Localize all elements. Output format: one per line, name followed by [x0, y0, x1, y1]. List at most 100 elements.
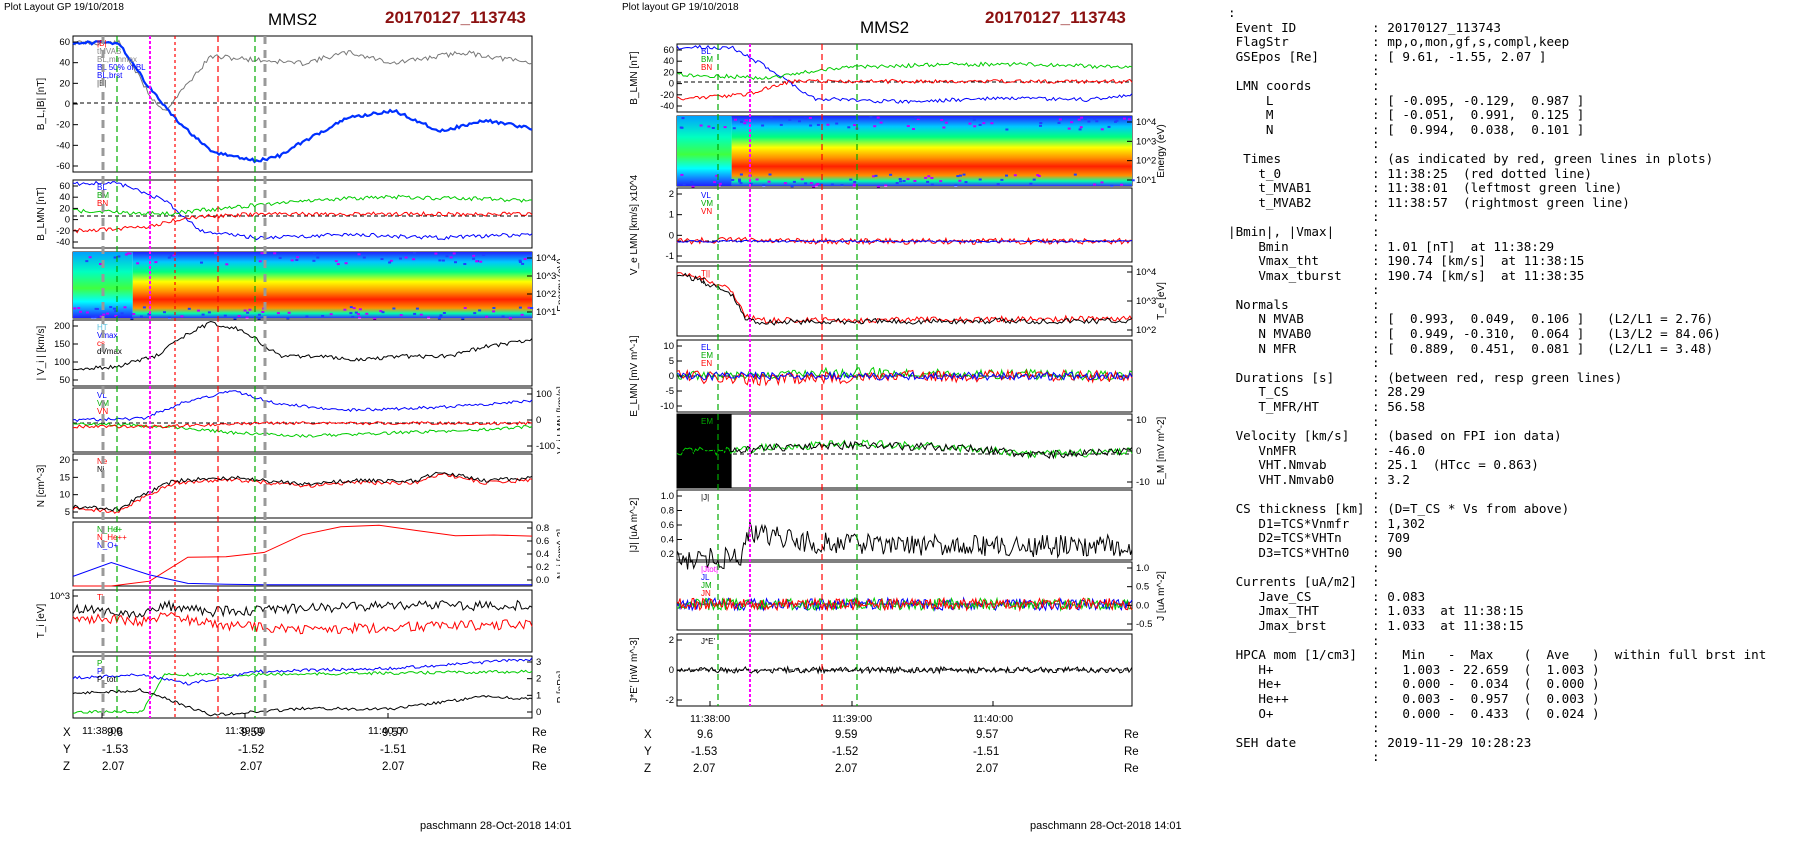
spectrogram-speckle: [1083, 118, 1087, 120]
spectrogram-speckle: [438, 316, 442, 318]
legend-entry: BL: [701, 47, 711, 56]
spectrogram-speckle: [819, 183, 823, 186]
y-tick-label: -20: [56, 226, 70, 237]
info-line: VHT.Nmvab : 25.1 (HTcc = 0.863): [1228, 457, 1539, 473]
spectrogram-speckle: [438, 259, 442, 262]
left-mms-title: MMS2: [268, 10, 318, 29]
left-coord-x-3: 9.57: [382, 727, 405, 739]
middle-event-id: 20170127_113743: [985, 8, 1126, 27]
spectrogram-speckle: [223, 314, 227, 317]
spectrogram-speckle: [924, 176, 928, 179]
spectrogram-speckle: [738, 180, 742, 183]
left-coord-z-1: 2.07: [102, 761, 125, 773]
y-tick-label: 15: [59, 472, 70, 483]
left-coord-x-unit: Re: [532, 727, 547, 739]
spectrogram-speckle: [154, 261, 158, 264]
spectrogram-speckle: [344, 262, 348, 265]
spectrogram-speckle: [912, 128, 915, 130]
y-axis-label: V_i LMN [km/s]: [556, 386, 560, 454]
y-tick-label: 0.4: [661, 535, 674, 546]
spectrogram-speckle: [699, 124, 703, 127]
spectrogram-speckle: [312, 252, 316, 255]
legend-entry: BN: [701, 63, 712, 72]
info-line: T_MFR/HT : 56.58: [1228, 399, 1426, 415]
y-tick-label: 0.2: [661, 549, 674, 560]
legend-entry: VL: [97, 391, 107, 400]
spectrogram-speckle: [329, 313, 333, 316]
spectrogram-speckle: [1013, 174, 1017, 177]
legend-entry: BM: [701, 55, 713, 64]
spectrogram-speckle: [187, 307, 191, 310]
info-line: Event ID : 20170127_113743: [1228, 19, 1501, 35]
spectrogram-speckle: [349, 306, 353, 309]
spectrogram-speckle: [1079, 126, 1083, 129]
spectrogram-fill: [731, 116, 1132, 186]
spectrogram-speckle: [718, 182, 722, 185]
panel-6: 10 0 -10 E_M [mV m^-2] EM: [676, 413, 1167, 489]
spectrogram-speckle: [853, 181, 857, 183]
info-line: N : [ 0.994, 0.038, 0.101 ]: [1228, 121, 1585, 137]
spectrogram-speckle: [257, 313, 261, 316]
legend-entry: HT: [97, 323, 108, 332]
spectrogram-speckle: [682, 183, 686, 186]
spectrogram-speckle: [452, 252, 456, 255]
spectrogram-speckle: [1032, 178, 1036, 181]
legend-entry: EM: [701, 351, 713, 360]
y-tick-label: 0: [669, 371, 674, 382]
spectrogram-speckle: [246, 311, 250, 314]
y-tick-label: -10: [1136, 477, 1150, 488]
left-coord-x-1: 9.6: [107, 727, 123, 739]
spectrogram-speckle: [120, 312, 124, 315]
spectrogram-speckle: [91, 316, 95, 319]
spectrogram-speckle: [944, 121, 948, 124]
spectrogram-speckle: [349, 312, 353, 315]
panel-frame: [676, 265, 1133, 337]
legend-entry: BL,brst: [97, 71, 123, 80]
spectrogram-speckle: [518, 306, 522, 309]
x-tick-label: 11:39:00: [832, 713, 872, 725]
spectrogram-speckle: [930, 183, 934, 186]
mid-coord-x-3: 9.57: [976, 729, 999, 741]
info-line: He+ : 0.000 - 0.034 ( 0.000 ): [1228, 676, 1600, 692]
info-line: Vmax_tht : 190.74 [km/s] at 11:38:15: [1228, 253, 1585, 269]
y-tick-label: 5: [65, 507, 70, 518]
panel-frame: [72, 589, 533, 653]
spectrogram-speckle: [472, 254, 476, 257]
left-coord-z-3: 2.07: [382, 761, 405, 773]
spectrogram-speckle: [475, 260, 479, 263]
y-tick-label: -2: [666, 695, 674, 706]
spectrogram-speckle: [237, 315, 241, 317]
spectrogram-speckle: [761, 124, 765, 127]
spectrogram-speckle: [1067, 127, 1071, 130]
spectrogram-speckle: [473, 312, 477, 315]
spectrogram-speckle: [449, 256, 453, 259]
y-tick-label: 100: [536, 389, 552, 400]
left-coord-y-1: -1.53: [102, 744, 129, 756]
spectrogram-speckle: [808, 117, 812, 119]
info-line: t_MVAB2 : 11:38:57 (rightmost green line…: [1228, 194, 1630, 210]
legend-entry: P_tot: [97, 675, 116, 684]
y-tick-label: -60: [56, 161, 70, 172]
y-tick-label: 1: [669, 210, 674, 221]
spectrogram-speckle: [847, 126, 851, 129]
y-tick-label: 10^4: [1136, 267, 1156, 278]
y-tick-label: 1.0: [1136, 563, 1149, 574]
spectrogram-speckle: [379, 310, 383, 313]
y-tick-label: 0: [536, 415, 541, 426]
spectrogram-speckle: [139, 315, 143, 318]
spectrogram-speckle: [413, 252, 416, 255]
info-line: Jave_CS : 0.083: [1228, 588, 1426, 604]
y-tick-label: 10^3: [1136, 136, 1156, 147]
y-axis-label: E_LMN [mV m^-1]: [629, 335, 640, 417]
legend-entry: VL: [701, 191, 711, 200]
spectrogram-speckle: [106, 312, 110, 315]
spectrogram-speckle: [939, 180, 943, 183]
spectrogram-speckle: [248, 308, 252, 311]
panel-8: 10^3T_i [eV] Ti: [36, 589, 533, 653]
spectrogram-speckle: [830, 183, 834, 186]
y-tick-label: 20: [663, 67, 674, 78]
spectrogram-speckle: [874, 174, 878, 177]
spectrogram-speckle: [99, 315, 103, 318]
y-axis-label: T_i [eV]: [36, 604, 47, 639]
